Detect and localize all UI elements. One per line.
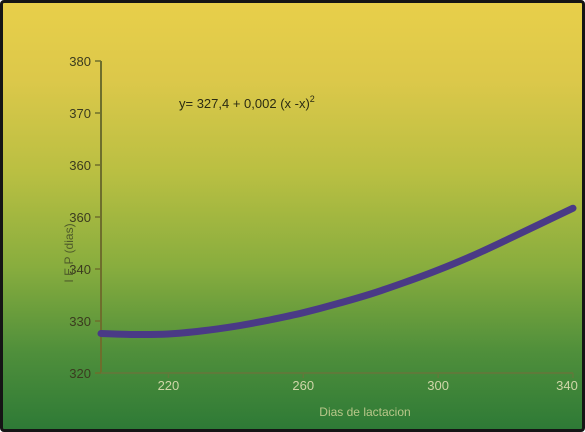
y-tick-label: 380 (69, 54, 91, 69)
y-tick-label: 330 (69, 314, 91, 329)
y-tick-labels: 380 370 360 360 340 330 320 (69, 54, 101, 381)
y-tick-label: 370 (69, 106, 91, 121)
x-tick-labels: 220 260 300 340 (158, 373, 578, 393)
equation-main: y= 327,4 + 0,002 (x -x) (179, 96, 310, 111)
y-axis-label: I E P (dias) (62, 223, 76, 282)
equation-superscript: 2 (310, 94, 315, 104)
axes (100, 61, 573, 374)
x-tick-label: 260 (292, 378, 314, 393)
y-tick-label: 320 (69, 366, 91, 381)
y-tick-label: 360 (69, 158, 91, 173)
y-tick-label: 360 (69, 210, 91, 225)
chart-canvas: 380 370 360 360 340 330 320 220 260 300 340 y= 32… (62, 54, 578, 419)
x-tick-label: 300 (427, 378, 449, 393)
y-tick-label: 340 (69, 262, 91, 277)
series-curve (97, 204, 577, 339)
x-tick-label: 340 (556, 378, 578, 393)
x-axis-label: Dias de lactacion (319, 405, 410, 419)
x-tick-label: 220 (158, 378, 180, 393)
equation-label: y= 327,4 + 0,002 (x -x)2 (179, 94, 315, 111)
